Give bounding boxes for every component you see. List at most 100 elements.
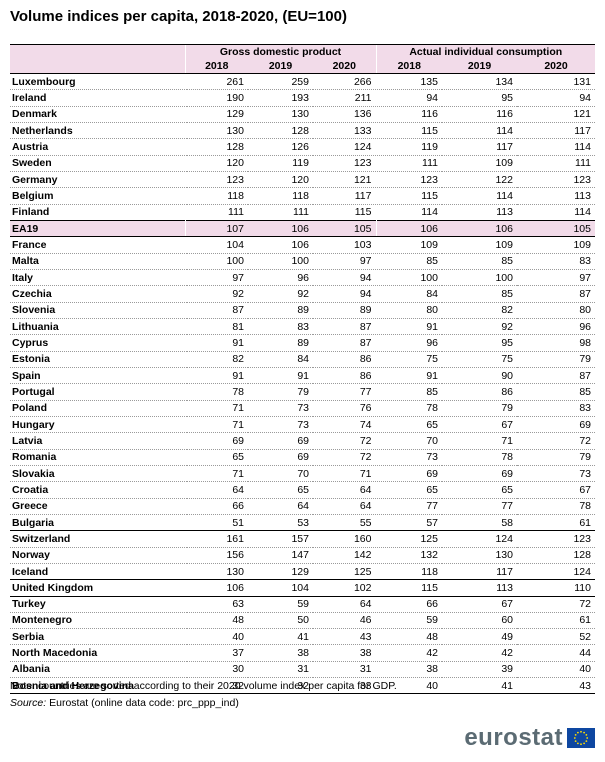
year-header: 2018 — [375, 59, 442, 74]
aic-value: 113 — [517, 187, 595, 205]
gdp-value: 87 — [313, 318, 376, 336]
gdp-value: 55 — [313, 514, 376, 532]
gdp-value: 38 — [313, 644, 376, 662]
flag-star — [577, 731, 579, 734]
table-row: Slovakia 71 70 71 69 69 73 — [10, 465, 595, 483]
aic-value: 38 — [375, 661, 442, 679]
gdp-value: 130 — [184, 122, 248, 140]
aic-value: 95 — [442, 89, 517, 107]
aic-value: 77 — [442, 498, 517, 515]
gdp-value: 111 — [248, 204, 313, 221]
aic-value: 61 — [517, 612, 595, 630]
gdp-value: 31 — [313, 661, 376, 679]
gdp-value: 106 — [184, 579, 248, 597]
table-row: Montenegro 48 50 46 59 60 61 — [10, 612, 595, 630]
gdp-value: 126 — [248, 138, 313, 156]
aic-value: 131 — [517, 73, 595, 91]
country-name: Netherlands — [10, 122, 185, 140]
gdp-value: 87 — [313, 334, 376, 352]
source-label: Source: — [10, 697, 47, 709]
table-row: Lithuania 81 83 87 91 92 96 — [10, 318, 595, 336]
gdp-value: 38 — [248, 644, 313, 662]
aic-value: 82 — [442, 302, 517, 319]
table-row: Austria 128 126 124 119 117 114 — [10, 138, 595, 156]
gdp-value: 71 — [313, 465, 376, 483]
country-name: Lithuania — [10, 318, 185, 336]
country-name: North Macedonia — [10, 644, 185, 662]
gdp-value: 63 — [184, 596, 248, 613]
gdp-value: 94 — [313, 285, 376, 303]
aic-value: 67 — [442, 416, 517, 434]
table-row: Germany 123 120 121 123 122 123 — [10, 171, 595, 189]
table-row: Slovenia 87 89 89 80 82 80 — [10, 302, 595, 319]
country-name: Bosnia and Herzegovina — [10, 677, 185, 695]
country-name: EA19 — [10, 219, 185, 238]
country-name: Ireland — [10, 89, 185, 107]
table-row: Croatia 64 65 64 65 65 67 — [10, 481, 595, 499]
table-row: Belgium 118 118 117 115 114 113 — [10, 187, 595, 205]
aic-value: 65 — [375, 481, 442, 499]
aic-value: 71 — [442, 432, 517, 450]
country-name: United Kingdom — [10, 579, 185, 597]
aic-value: 40 — [375, 677, 442, 695]
gdp-value: 51 — [184, 514, 248, 532]
country-name: Luxembourg — [10, 73, 185, 91]
table-row: Bosnia and Herzegovina 32 32 33 40 41 43 — [10, 677, 595, 695]
gdp-value: 117 — [313, 187, 376, 205]
flag-star — [586, 737, 589, 739]
aic-value: 109 — [517, 236, 595, 254]
country-name: Slovakia — [10, 465, 185, 483]
aic-value: 130 — [442, 547, 517, 564]
aic-value: 77 — [375, 498, 442, 515]
aic-value: 65 — [442, 481, 517, 499]
country-name: Sweden — [10, 155, 185, 172]
aic-value: 117 — [517, 122, 595, 140]
gdp-value: 48 — [184, 612, 248, 630]
gdp-value: 94 — [313, 269, 376, 287]
aic-value: 119 — [375, 138, 442, 156]
flag-star — [580, 743, 582, 746]
gdp-value: 86 — [313, 367, 376, 385]
gdp-value: 91 — [184, 367, 248, 385]
aic-value: 41 — [442, 677, 517, 695]
table-row: Serbia 40 41 43 48 49 52 — [10, 628, 595, 646]
aic-value: 100 — [442, 269, 517, 287]
aic-value: 48 — [375, 628, 442, 646]
data-table: Gross domestic product Actual individual… — [10, 44, 595, 695]
eurostat-logo: eurostat — [464, 724, 595, 752]
gdp-value: 118 — [248, 187, 313, 205]
gdp-value: 92 — [248, 285, 313, 303]
gdp-value: 46 — [313, 612, 376, 630]
aic-value: 42 — [375, 644, 442, 662]
gdp-value: 59 — [248, 596, 313, 613]
aic-value: 116 — [442, 106, 517, 123]
country-name: Croatia — [10, 481, 185, 499]
aic-value: 69 — [442, 465, 517, 483]
gdp-value: 64 — [313, 498, 376, 515]
gdp-value: 82 — [184, 351, 248, 368]
flag-star — [574, 734, 577, 736]
aic-value: 86 — [442, 383, 517, 401]
gdp-value: 160 — [313, 530, 376, 548]
gdp-value: 125 — [313, 563, 376, 581]
gdp-value: 32 — [248, 677, 313, 695]
country-name: Italy — [10, 269, 185, 287]
aic-value: 52 — [517, 628, 595, 646]
table-row: Greece 66 64 64 77 77 78 — [10, 498, 595, 515]
aic-value: 73 — [517, 465, 595, 483]
aic-value: 114 — [375, 204, 442, 221]
aic-value: 39 — [442, 661, 517, 679]
aic-value: 123 — [517, 530, 595, 548]
table-row: Romania 65 69 72 73 78 79 — [10, 449, 595, 466]
gdp-value: 104 — [248, 579, 313, 597]
aic-value: 128 — [517, 547, 595, 564]
aic-value: 65 — [375, 416, 442, 434]
gdp-value: 73 — [248, 400, 313, 417]
gdp-value: 69 — [184, 432, 248, 450]
aic-value: 111 — [517, 155, 595, 172]
aic-value: 114 — [442, 122, 517, 140]
aic-value: 72 — [517, 432, 595, 450]
aic-value: 75 — [442, 351, 517, 368]
aic-value: 92 — [442, 318, 517, 336]
gdp-value: 193 — [248, 89, 313, 107]
